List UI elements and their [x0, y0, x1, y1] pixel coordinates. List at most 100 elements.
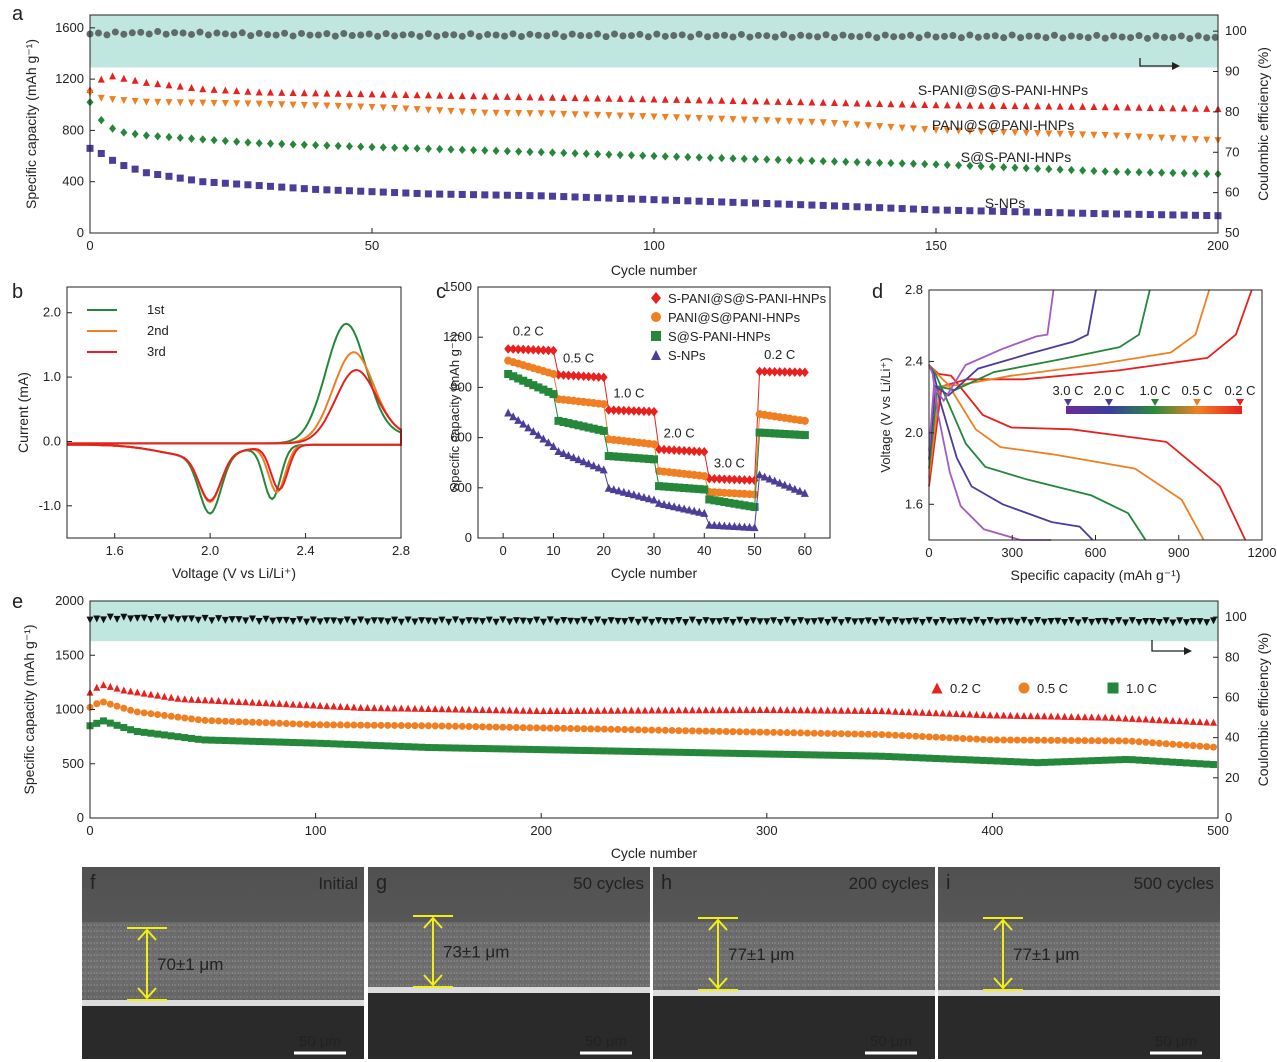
a-point-3: [458, 190, 466, 198]
a-point-0: [1011, 102, 1019, 110]
a-point-3: [492, 191, 500, 199]
panel-letter: g: [376, 872, 387, 894]
x-tick-label: 30: [647, 543, 661, 558]
e-point-3: [1135, 619, 1143, 627]
e-point-3: [770, 617, 778, 625]
a-point-0: [921, 101, 929, 109]
sem-cathode-layer: [82, 922, 364, 1000]
e-point-3: [357, 616, 365, 624]
e-point-2: [1054, 758, 1062, 766]
e-point-1: [167, 712, 175, 720]
e-point-0: [607, 706, 615, 714]
a-point-4: [492, 31, 500, 39]
e-point-2: [533, 746, 541, 754]
a-point-0: [830, 98, 838, 106]
c-line: [608, 438, 660, 472]
e-point-0: [1169, 716, 1177, 724]
a-point-4: [1042, 34, 1050, 42]
a-point-4: [991, 32, 999, 40]
a-point-0: [1034, 102, 1042, 110]
e-point-0: [188, 695, 196, 703]
e-point-2: [1149, 757, 1157, 765]
e-point-1: [181, 714, 189, 722]
e-point-0: [438, 705, 446, 713]
e-point-0: [560, 706, 568, 714]
a-point-0: [470, 92, 478, 100]
a-point-1: [616, 112, 624, 120]
e-point-0: [1040, 712, 1048, 720]
legend-label: PANI@S@PANI-HNPs: [668, 310, 801, 325]
a-point-3: [1056, 209, 1064, 217]
e-point-0: [228, 697, 236, 705]
a-point-3: [1146, 211, 1154, 219]
a-point-1: [1067, 131, 1075, 139]
a-point-1: [864, 122, 872, 130]
a-point-4: [1177, 32, 1185, 40]
e-point-2: [357, 741, 365, 749]
e-point-2: [878, 752, 886, 760]
e-point-3: [939, 617, 947, 625]
e-point-0: [519, 706, 527, 714]
e-point-3: [228, 616, 236, 624]
a-point-3: [774, 200, 782, 208]
a-point-3: [266, 182, 274, 190]
e-point-3: [905, 618, 913, 626]
a-point-2: [334, 141, 342, 151]
a-point-2: [853, 157, 861, 167]
c-line: [709, 474, 761, 528]
e-point-2: [181, 734, 189, 742]
y2-tick-label: 90: [1225, 64, 1239, 79]
sem-current-collector: [368, 987, 650, 993]
a-point-0: [616, 94, 624, 102]
e-point-0: [749, 706, 757, 714]
a-point-1: [188, 99, 196, 107]
sem-top-region: [368, 867, 650, 922]
a-point-1: [142, 98, 150, 106]
a-point-1: [1169, 135, 1177, 143]
e-point-0: [208, 696, 216, 704]
a-point-4: [1059, 34, 1067, 42]
e-point-3: [891, 617, 899, 625]
e-point-2: [675, 748, 683, 756]
e-point-1: [106, 700, 114, 708]
e-point-0: [1020, 712, 1028, 720]
e-point-2: [127, 726, 135, 734]
arrow-head: [1172, 62, 1180, 70]
a-point-0: [436, 91, 444, 99]
e-point-3: [709, 618, 717, 626]
e-point-2: [722, 749, 730, 757]
a-point-2: [684, 152, 692, 162]
a-point-4: [907, 31, 915, 39]
a-point-3: [1135, 210, 1143, 218]
c-line: [658, 485, 710, 500]
a-point-3: [188, 176, 196, 184]
a-point-1: [210, 99, 218, 107]
a-point-1: [424, 106, 432, 114]
a-point-0: [842, 99, 850, 107]
panel-letter: f: [90, 872, 96, 894]
legend-label: 1st: [147, 302, 165, 317]
e-point-0: [573, 706, 581, 714]
e-point-0: [1108, 713, 1116, 721]
a-point-4: [577, 32, 585, 40]
a-point-4: [746, 33, 754, 41]
a-point-1: [1011, 129, 1019, 137]
e-point-1: [1054, 736, 1062, 744]
e-point-2: [350, 741, 358, 749]
e-point-3: [573, 618, 581, 626]
e-point-0: [350, 703, 358, 711]
e-point-0: [1061, 712, 1069, 720]
e-point-2: [228, 737, 236, 745]
a-point-0: [582, 94, 590, 102]
e-point-1: [607, 725, 615, 733]
legend-label: 0.2 C: [950, 681, 981, 696]
a-point-2: [830, 157, 838, 166]
c-line: [759, 371, 805, 373]
e-point-2: [113, 721, 121, 729]
e-point-2: [790, 751, 798, 759]
e-point-0: [925, 708, 933, 716]
a-point-2: [650, 151, 658, 161]
e-point-3: [506, 618, 514, 626]
a-point-3: [481, 191, 489, 199]
e-point-0: [445, 705, 453, 713]
